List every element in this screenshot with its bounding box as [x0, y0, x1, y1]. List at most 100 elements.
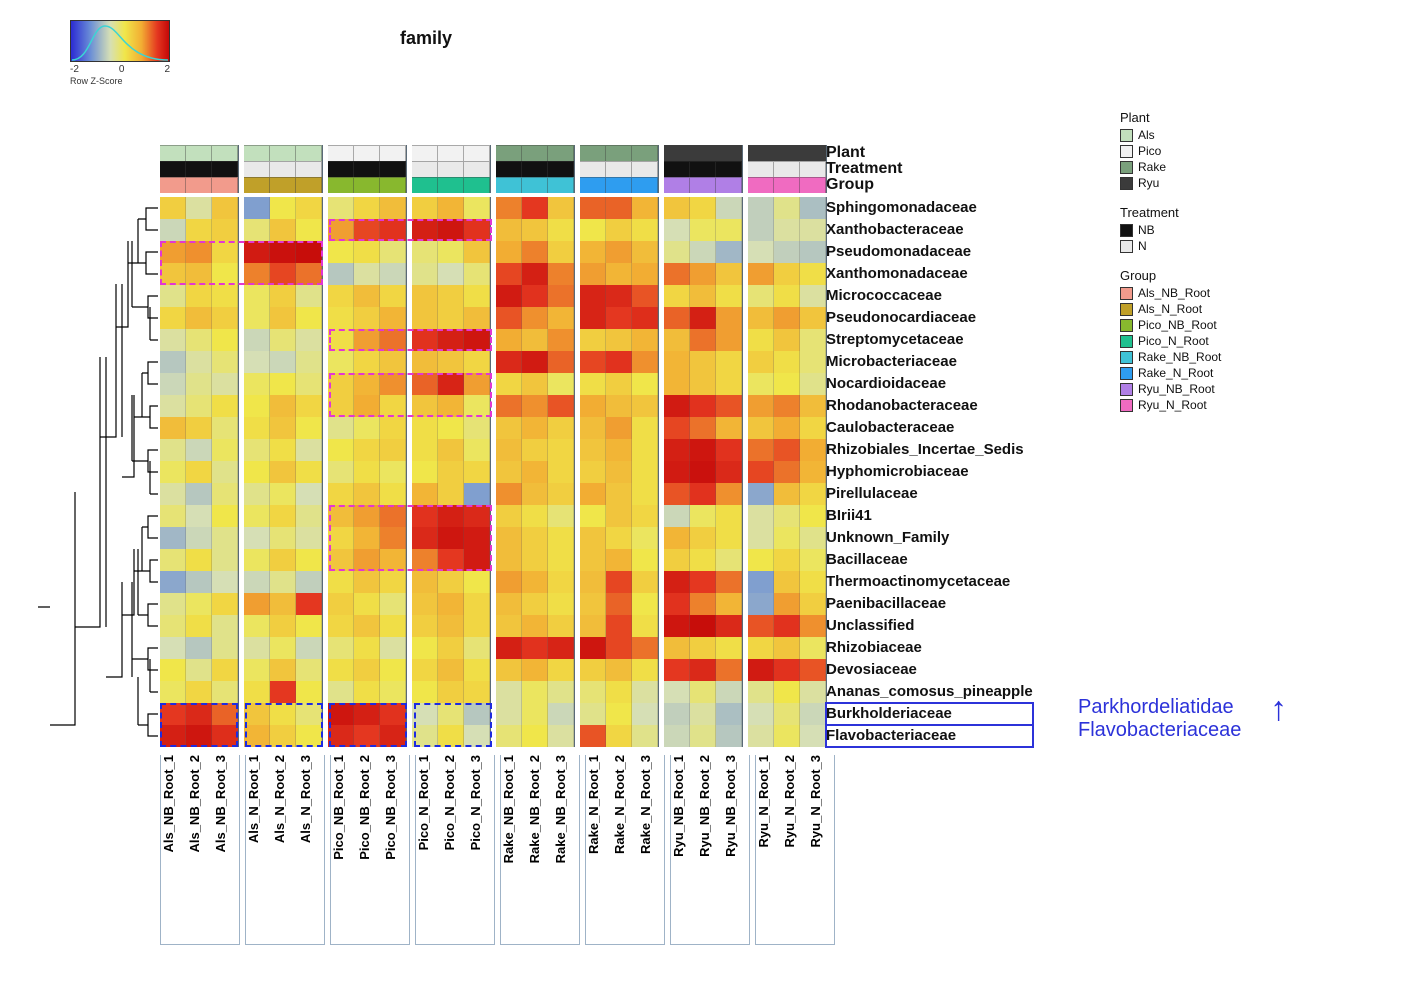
heatmap-cell — [748, 197, 774, 219]
heatmap-cell — [690, 197, 716, 219]
legend-swatch — [1120, 177, 1133, 190]
heatmap-cell — [548, 285, 574, 307]
heatmap-cell — [548, 461, 574, 483]
legend-title: Plant — [1120, 110, 1221, 125]
heatmap-cell — [548, 703, 574, 725]
annot-cell — [800, 161, 826, 177]
heatmap-cell — [774, 505, 800, 527]
heatmap-cell — [748, 395, 774, 417]
heatmap-cell — [438, 439, 464, 461]
heatmap-cell — [632, 483, 658, 505]
heatmap-cell — [464, 241, 490, 263]
heatmap-cell — [606, 307, 632, 329]
heatmap-cell — [664, 373, 690, 395]
heatmap-cell — [380, 285, 406, 307]
heatmap-cell — [212, 285, 238, 307]
annot-cell — [212, 145, 238, 161]
heatmap-cell — [800, 505, 826, 527]
heatmap-cell — [270, 483, 296, 505]
legend-label: N — [1138, 239, 1147, 253]
heatmap-row — [160, 351, 820, 373]
annot-cell — [412, 161, 438, 177]
legend-title: Group — [1120, 268, 1221, 283]
heatmap-cell — [690, 351, 716, 373]
heatmap-cell — [606, 483, 632, 505]
heatmap-cell — [160, 615, 186, 637]
heatmap-cell — [354, 681, 380, 703]
column-label: Rake_NB_Root_3 — [553, 755, 579, 867]
heatmap-cell — [464, 681, 490, 703]
annot-cell — [354, 161, 380, 177]
column-label: Ryu_NB_Root_3 — [723, 755, 749, 861]
heatmap-cell — [438, 219, 464, 241]
column-label: Pico_NB_Root_1 — [331, 755, 357, 864]
row-label: Microbacteriaceae — [826, 351, 1033, 373]
heatmap-cell — [464, 439, 490, 461]
annot-cell — [160, 177, 186, 193]
heatmap-cell — [412, 351, 438, 373]
annot-cell — [748, 177, 774, 193]
legend-item: Rake_NB_Root — [1120, 349, 1221, 365]
heatmap-cell — [244, 395, 270, 417]
heatmap-cell — [186, 351, 212, 373]
heatmap-cell — [464, 395, 490, 417]
heatmap-cell — [632, 351, 658, 373]
heatmap-cell — [412, 219, 438, 241]
heatmap-cell — [548, 659, 574, 681]
column-label: Pico_N_Root_2 — [442, 755, 468, 854]
heatmap-cell — [380, 461, 406, 483]
heatmap-cell — [496, 725, 522, 747]
heatmap-cell — [296, 659, 322, 681]
column-label: Ryu_N_Root_1 — [756, 755, 782, 851]
heatmap-cell — [664, 351, 690, 373]
heatmap-cell — [632, 593, 658, 615]
heatmap-cell — [580, 725, 606, 747]
heatmap-cell — [296, 461, 322, 483]
legend-item: Pico_NB_Root — [1120, 317, 1221, 333]
annot-cell — [690, 161, 716, 177]
heatmap-cell — [774, 681, 800, 703]
heatmap-cell — [774, 615, 800, 637]
heatmap-cell — [664, 659, 690, 681]
heatmap-cell — [632, 329, 658, 351]
heatmap-cell — [522, 615, 548, 637]
heatmap-cell — [690, 263, 716, 285]
heatmap-cell — [328, 417, 354, 439]
heatmap-cell — [716, 483, 742, 505]
heatmap-cell — [412, 329, 438, 351]
column-label: Als_NB_Root_3 — [213, 755, 239, 857]
heatmap-cell — [496, 263, 522, 285]
heatmap-cell — [412, 615, 438, 637]
column-label: Als_NB_Root_2 — [187, 755, 213, 857]
legend-swatch — [1120, 145, 1133, 158]
heatmap-cell — [632, 197, 658, 219]
heatmap-cell — [186, 527, 212, 549]
heatmap-cell — [522, 351, 548, 373]
heatmap-cell — [606, 395, 632, 417]
heatmap-cell — [412, 549, 438, 571]
annot-cell — [438, 177, 464, 193]
heatmap-cell — [296, 703, 322, 725]
heatmap-cell — [496, 461, 522, 483]
heatmap-cell — [580, 483, 606, 505]
heatmap-cell — [186, 681, 212, 703]
blue-annot-line: Flavobacteriaceae — [1078, 719, 1241, 742]
annot-cell — [328, 177, 354, 193]
heatmap-cell — [412, 725, 438, 747]
heatmap-cell — [328, 307, 354, 329]
heatmap-cell — [774, 725, 800, 747]
heatmap-cell — [580, 263, 606, 285]
heatmap-cell — [438, 527, 464, 549]
chart-title: family — [400, 28, 452, 49]
heatmap-cell — [412, 395, 438, 417]
heatmap-cell — [716, 373, 742, 395]
heatmap-cell — [800, 439, 826, 461]
legend-item: Pico_N_Root — [1120, 333, 1221, 349]
heatmap-cell — [438, 703, 464, 725]
heatmap-cell — [464, 197, 490, 219]
heatmap-cell — [296, 725, 322, 747]
heatmap-cell — [354, 725, 380, 747]
heatmap-cell — [412, 373, 438, 395]
heatmap-cell — [212, 461, 238, 483]
annot-cell — [438, 145, 464, 161]
